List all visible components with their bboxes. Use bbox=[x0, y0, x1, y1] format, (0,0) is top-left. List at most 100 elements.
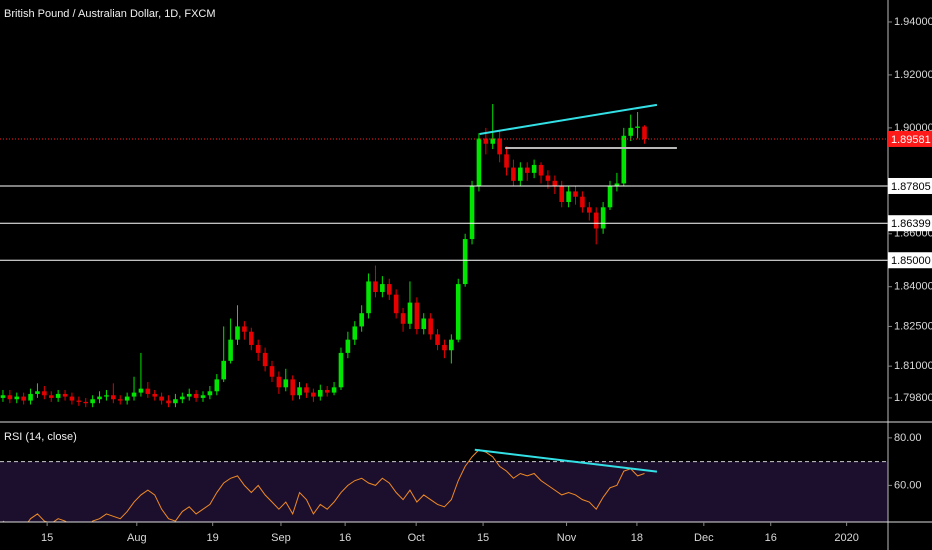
axes: 15 Aug 19 Sep 16 Oct 15 Nov 18 Dec 16 2020 1.94000 1.… bbox=[41, 16, 932, 544]
trendline bbox=[479, 103, 658, 135]
candle-body bbox=[117, 399, 123, 401]
y-tick-label: 1.94000 bbox=[894, 16, 932, 28]
candle-body bbox=[35, 391, 40, 394]
candle-body bbox=[283, 379, 289, 388]
candle-body bbox=[380, 284, 385, 293]
candle-body bbox=[317, 389, 323, 397]
level-badge bbox=[888, 177, 932, 194]
candle-body bbox=[642, 126, 647, 139]
candle-body bbox=[0, 395, 6, 398]
candle-body bbox=[145, 388, 151, 394]
y-tick-label: 60.00 bbox=[894, 479, 922, 491]
candle-body bbox=[400, 313, 406, 324]
candle-body bbox=[449, 339, 454, 351]
rsi-band bbox=[0, 461, 888, 522]
candle-body bbox=[7, 395, 13, 400]
y-tick-label: 1.82500 bbox=[894, 320, 932, 332]
rsi-pane bbox=[0, 448, 888, 522]
x-tick-label: 16 bbox=[339, 532, 351, 544]
candle-body bbox=[83, 401, 89, 404]
candle-body bbox=[435, 334, 440, 345]
candle-body bbox=[511, 167, 516, 181]
candle-body bbox=[469, 186, 475, 240]
candle-body bbox=[476, 138, 482, 187]
x-tick-label: 15 bbox=[41, 532, 53, 544]
candle-body bbox=[393, 294, 399, 314]
candle-body bbox=[331, 387, 337, 393]
candle-body bbox=[290, 379, 295, 396]
candle-body bbox=[42, 391, 47, 396]
x-tick-label: 2020 bbox=[834, 532, 858, 544]
candle-body bbox=[593, 212, 599, 229]
candle-body bbox=[104, 395, 109, 397]
x-tick-label: Dec bbox=[694, 532, 714, 544]
candle-body bbox=[559, 186, 565, 202]
candle-body bbox=[228, 339, 233, 361]
candle-body bbox=[276, 376, 282, 388]
candle-body bbox=[566, 191, 571, 202]
candle-body bbox=[504, 154, 509, 168]
x-tick-label: Nov bbox=[557, 532, 577, 544]
candle-body bbox=[269, 366, 275, 377]
y-tick-label: 1.92000 bbox=[894, 69, 932, 81]
candle-body bbox=[69, 396, 75, 401]
x-tick-label: Oct bbox=[408, 532, 425, 544]
candle-body bbox=[366, 281, 371, 314]
level-badge-label: 1.86399 bbox=[891, 218, 931, 230]
last-price-badge bbox=[888, 130, 932, 147]
candle-body bbox=[55, 393, 61, 398]
candle-body bbox=[214, 379, 220, 392]
candle-body bbox=[614, 183, 620, 187]
candle-body bbox=[414, 302, 420, 330]
price-pane bbox=[0, 103, 888, 408]
candle-body bbox=[524, 167, 530, 173]
candle-body bbox=[21, 396, 26, 401]
candle-body bbox=[207, 391, 213, 396]
x-tick-label: Sep bbox=[271, 532, 291, 544]
candle-body bbox=[297, 387, 302, 396]
candle-body bbox=[359, 313, 364, 327]
rsi-title: RSI (14, close) bbox=[4, 431, 77, 443]
candle-body bbox=[428, 318, 433, 335]
candle-body bbox=[200, 395, 206, 398]
candle-body bbox=[552, 180, 558, 187]
candle-body bbox=[573, 191, 578, 197]
y-tick-label: 80.00 bbox=[894, 432, 922, 444]
candle-body bbox=[242, 326, 247, 332]
candle-body bbox=[545, 175, 551, 181]
x-tick-label: 19 bbox=[207, 532, 219, 544]
candle-body bbox=[386, 284, 392, 295]
candle-body bbox=[421, 318, 427, 330]
candle-body bbox=[455, 284, 461, 340]
candle-body bbox=[255, 344, 261, 353]
x-tick-label: Aug bbox=[127, 532, 147, 544]
y-tick-label: 1.79800 bbox=[894, 392, 932, 404]
candle-body bbox=[635, 126, 640, 128]
candle-body bbox=[352, 326, 358, 340]
candle-body bbox=[607, 186, 613, 208]
candle-body bbox=[628, 127, 633, 136]
candle-body bbox=[407, 302, 413, 324]
candle-body bbox=[373, 281, 378, 293]
candle-body bbox=[600, 207, 606, 229]
chart-title: British Pound / Australian Dollar, 1D, F… bbox=[4, 8, 216, 20]
candle-body bbox=[138, 388, 144, 393]
last-price-badge-label: 1.89581 bbox=[891, 134, 931, 146]
level-badge bbox=[888, 215, 932, 232]
candle-body bbox=[180, 396, 185, 400]
level-badge bbox=[888, 252, 932, 269]
candle-body bbox=[235, 326, 240, 340]
candle-body bbox=[462, 239, 468, 285]
candle-body bbox=[97, 396, 102, 400]
candle-body bbox=[131, 392, 137, 397]
candle-body bbox=[338, 352, 344, 388]
level-badge-label: 1.85000 bbox=[891, 255, 931, 267]
candle-body bbox=[221, 360, 227, 380]
candle-body bbox=[124, 396, 130, 401]
candle-body bbox=[76, 400, 82, 402]
level-badge-label: 1.87805 bbox=[891, 181, 931, 193]
candle-body bbox=[345, 339, 351, 353]
candle-body bbox=[304, 387, 309, 393]
candle-body bbox=[90, 399, 95, 404]
